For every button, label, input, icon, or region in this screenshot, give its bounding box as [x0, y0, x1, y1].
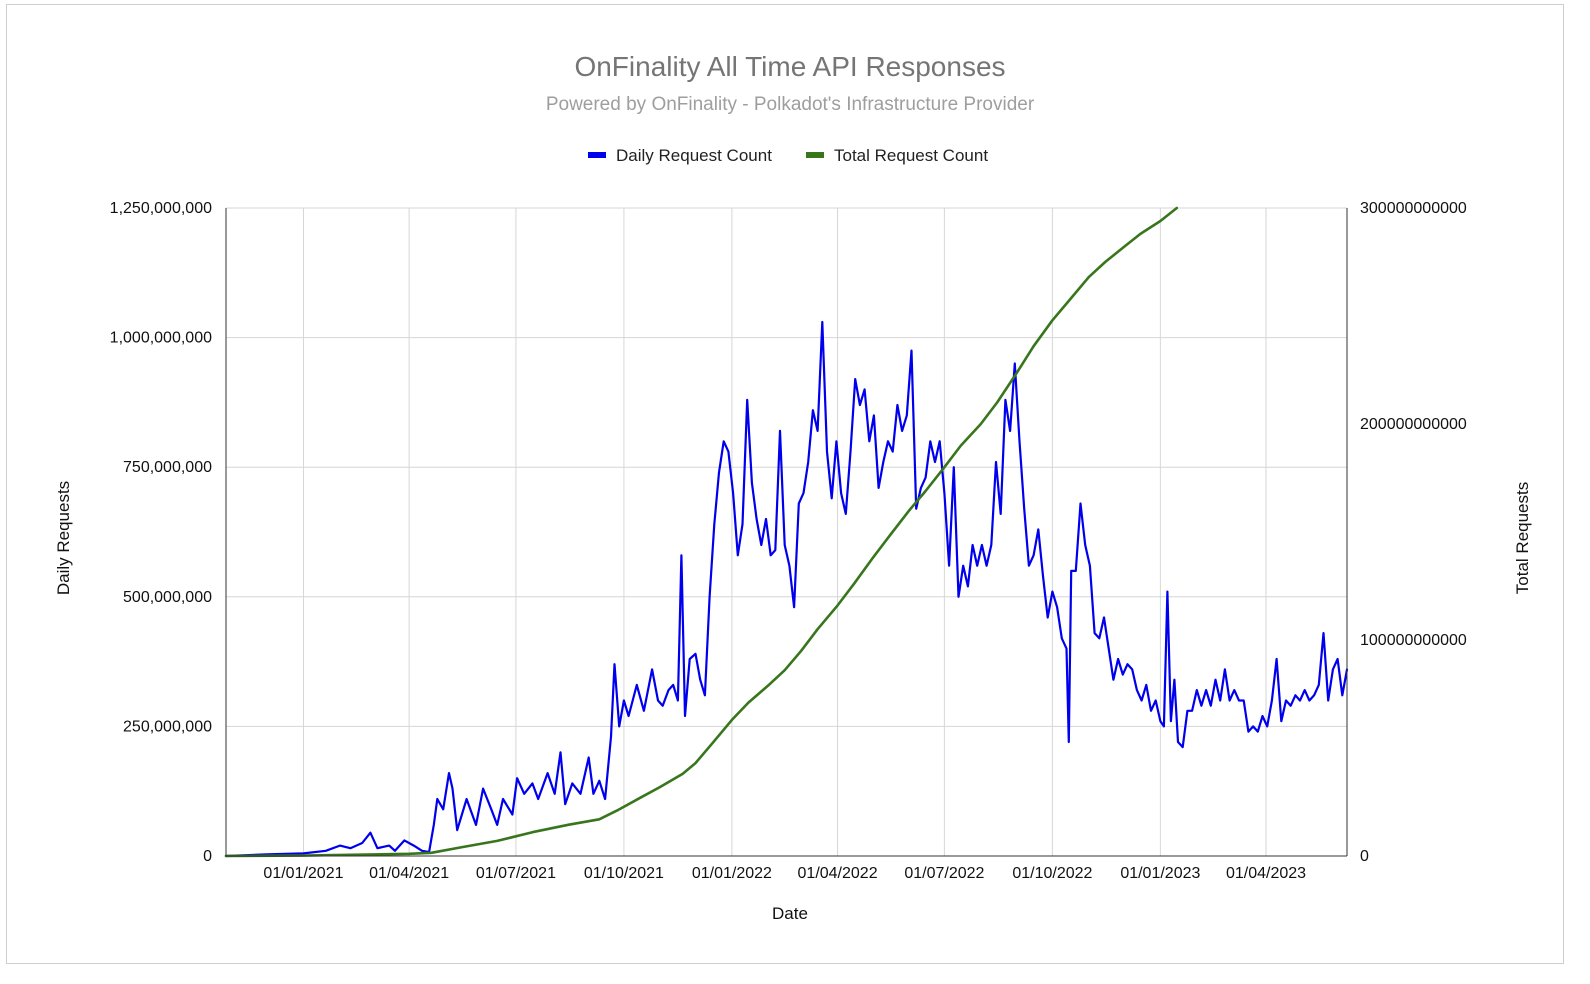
series-line-daily: [224, 320, 1349, 858]
left-tick-label: 1,250,000,000: [110, 200, 212, 217]
x-axis-ticks: 01/01/2021 01/04/2021 01/07/2021 01/10/2021…: [263, 865, 1306, 882]
right-tick-label: 300000000000: [1360, 200, 1467, 217]
legend-swatch-daily: [588, 152, 606, 158]
chart-title: OnFinality All Time API Responses: [574, 51, 1005, 82]
x-tick-label: 01/01/2023: [1120, 865, 1200, 882]
x-tick-label: 01/07/2021: [476, 865, 556, 882]
x-tick-label: 01/10/2021: [584, 865, 664, 882]
legend-swatch-total: [806, 152, 824, 158]
legend-label-daily: Daily Request Count: [616, 146, 772, 165]
x-tick-label: 01/04/2023: [1226, 865, 1306, 882]
series-lines: [224, 206, 1349, 858]
left-axis-title: Daily Requests: [54, 481, 73, 595]
x-tick-label: 01/01/2022: [692, 865, 772, 882]
right-axis-title: Total Requests: [1513, 482, 1532, 594]
series-line-total: [224, 206, 1179, 858]
chart-subtitle: Powered by OnFinality - Polkadot's Infra…: [546, 94, 1035, 115]
left-tick-label: 0: [203, 848, 212, 865]
legend-label-total: Total Request Count: [834, 146, 988, 165]
right-tick-label: 0: [1360, 848, 1369, 865]
legend: Daily Request Count Total Request Count: [588, 146, 988, 165]
x-axis-title: Date: [772, 904, 808, 923]
x-tick-label: 01/07/2022: [904, 865, 984, 882]
x-tick-label: 01/04/2021: [369, 865, 449, 882]
left-tick-label: 1,000,000,000: [110, 330, 212, 347]
right-tick-label: 200000000000: [1360, 416, 1467, 433]
left-tick-label: 500,000,000: [123, 589, 212, 606]
right-tick-label: 100000000000: [1360, 632, 1467, 649]
x-tick-label: 01/04/2022: [798, 865, 878, 882]
x-tick-label: 01/10/2022: [1012, 865, 1092, 882]
left-axis-ticks: 0 250,000,000 500,000,000 750,000,000 1,000,…: [110, 200, 212, 865]
x-tick-label: 01/01/2021: [263, 865, 343, 882]
left-tick-label: 750,000,000: [123, 459, 212, 476]
gridlines: [226, 207, 1347, 857]
right-axis-ticks: 0 100000000000 200000000000 300000000000: [1360, 200, 1467, 865]
chart-frame: [6, 4, 1564, 964]
left-tick-label: 250,000,000: [123, 718, 212, 735]
